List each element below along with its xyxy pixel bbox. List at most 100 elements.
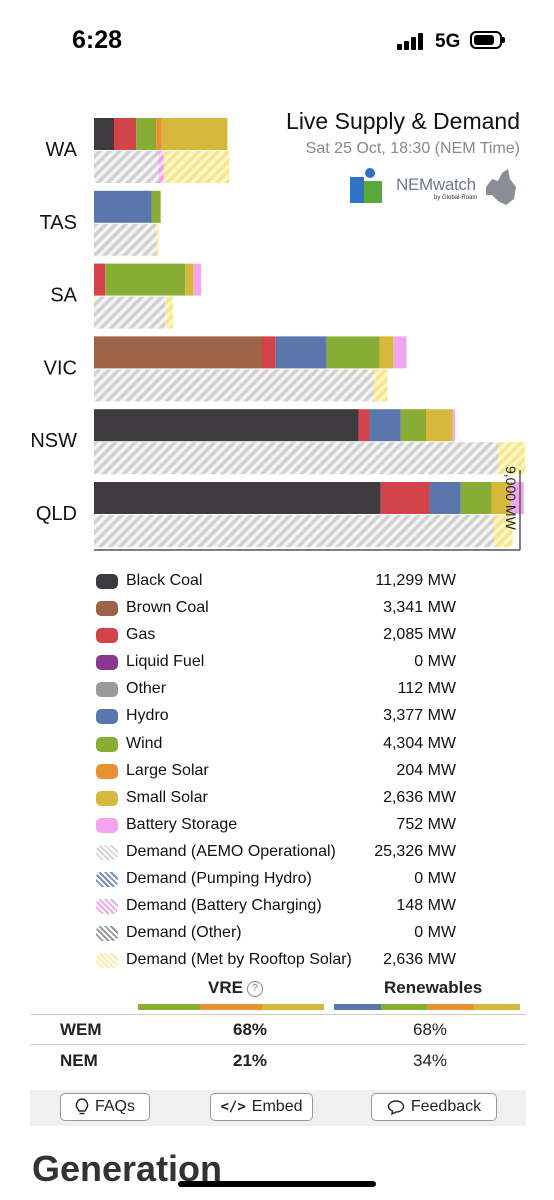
region-label-sa: SA (50, 285, 77, 307)
legend-swatch (96, 817, 118, 833)
faqs-label: FAQs (94, 1098, 135, 1115)
legend-value: 25,326 MW (374, 842, 456, 860)
legend-item[interactable]: Demand (Battery Charging) 148 MW (96, 895, 496, 922)
divider (30, 1014, 526, 1015)
supply-bar-tas (151, 190, 161, 223)
vre-label: VRE (208, 978, 243, 997)
legend-item[interactable]: Demand (Other) 0 MW (96, 922, 496, 949)
supply-bar-wa (156, 118, 162, 150)
legend-swatch (96, 790, 118, 806)
demand-bar-wa (94, 151, 159, 183)
supply-bar-sa (94, 263, 106, 296)
legend-value: 0 MW (414, 653, 456, 671)
vre-header: VRE? (208, 978, 328, 998)
home-indicator[interactable] (178, 1181, 376, 1187)
legend-name: Demand (Met by Rooftop Solar) (126, 951, 352, 969)
nemwatch-logo[interactable]: NEMwatch by Global-Roam (348, 163, 518, 213)
demand-bar-wa (158, 151, 164, 183)
demand-bar-vic (94, 369, 374, 402)
lightbulb-icon (75, 1098, 89, 1115)
supply-bar-nsw (426, 409, 453, 442)
supply-bar-wa (94, 118, 114, 150)
demand-bar-qld (494, 515, 513, 547)
legend-item[interactable]: Battery Storage 752 MW (96, 814, 496, 841)
faqs-button[interactable]: FAQs (60, 1093, 150, 1121)
legend-value: 2,085 MW (383, 626, 456, 644)
legend-item[interactable]: Demand (Met by Rooftop Solar) 2,636 MW (96, 949, 496, 976)
supply-bar-qld (460, 482, 492, 514)
supply-bar-nsw (369, 409, 401, 442)
supply-bar-vic (379, 336, 394, 369)
region-label-tas: TAS (40, 212, 77, 234)
legend-value: 0 MW (414, 870, 456, 888)
legend-item[interactable]: Large Solar 204 MW (96, 760, 496, 787)
legend-name: Black Coal (126, 572, 203, 589)
summary-vre-value: 21% (232, 1051, 268, 1070)
supply-bar-qld (380, 482, 430, 514)
feedback-label: Feedback (410, 1098, 482, 1115)
footer-toolbar: FAQs </> Embed Feedback (30, 1090, 526, 1126)
supply-bar-vic (94, 336, 262, 369)
legend-item[interactable]: Hydro 3,377 MW (96, 705, 496, 732)
legend-value: 11,299 MW (375, 572, 456, 589)
region-label-wa: WA (46, 139, 78, 161)
speech-bubble-icon (387, 1100, 405, 1115)
legend-swatch (96, 628, 118, 644)
legend-name: Other (126, 680, 167, 698)
legend-name: Large Solar (126, 761, 209, 779)
legend-name: Demand (Other) (126, 924, 242, 942)
legend-item[interactable]: Black Coal 11,299 MW (96, 570, 496, 597)
chart-legend: Black Coal 11,299 MW Brown Coal 3,341 MW Gas… (96, 570, 496, 976)
legend-item[interactable]: Demand (Pumping Hydro) 0 MW (96, 868, 496, 895)
legend-name: Liquid Fuel (126, 653, 205, 671)
help-icon[interactable]: ? (246, 981, 263, 997)
legend-name: Brown Coal (126, 599, 209, 617)
australia-map-icon (486, 169, 516, 205)
legend-item[interactable]: Small Solar 2,636 MW (96, 787, 496, 814)
demand-bar-qld (94, 515, 494, 547)
legend-value: 148 MW (396, 897, 456, 915)
legend-swatch (96, 899, 118, 915)
renewables-header: Renewables (384, 978, 483, 997)
supply-bar-vic (275, 336, 327, 369)
demand-bar-sa (165, 296, 174, 329)
code-icon: </> (220, 1099, 246, 1115)
vre-color-bar (138, 1004, 324, 1010)
legend-item[interactable]: Demand (AEMO Operational) 25,326 MW (96, 841, 496, 868)
legend-swatch (96, 682, 118, 698)
legend-swatch (96, 709, 118, 725)
legend-item[interactable]: Gas 2,085 MW (96, 624, 496, 651)
logo-text: NEMwatch (396, 175, 476, 194)
legend-item[interactable]: Liquid Fuel 0 MW (96, 651, 496, 678)
demand-bar-tas (94, 223, 157, 256)
legend-value: 752 MW (396, 815, 456, 833)
legend-item[interactable]: Brown Coal 3,341 MW (96, 597, 496, 624)
region-label-nsw: NSW (30, 430, 77, 452)
supply-bar-wa (161, 118, 228, 150)
legend-swatch (96, 601, 118, 617)
summary-renewables-value: 34% (412, 1051, 448, 1070)
battery-icon (470, 31, 505, 49)
legend-value: 204 MW (396, 761, 456, 779)
feedback-button[interactable]: Feedback (371, 1093, 497, 1121)
embed-label: Embed (251, 1098, 303, 1115)
status-time: 6:28 (72, 26, 123, 54)
legend-swatch (96, 926, 118, 942)
scale-label: 9,000 MW (503, 466, 519, 531)
embed-button[interactable]: </> Embed (210, 1093, 313, 1121)
supply-demand-chart: WA TAS SA VIC NSW QLD 9,000 MW (30, 118, 526, 551)
supply-bar-wa (136, 118, 157, 150)
summary-row-label: NEM (60, 1051, 98, 1070)
legend-value: 2,636 MW (383, 788, 456, 806)
supply-bar-sa (193, 263, 202, 296)
supply-bar-sa (185, 263, 194, 296)
legend-item[interactable]: Wind 4,304 MW (96, 733, 496, 760)
supply-bar-sa (105, 263, 186, 296)
region-label-qld: QLD (36, 503, 77, 525)
chart-title: Live Supply & Demand (286, 108, 520, 134)
legend-value: 3,377 MW (383, 707, 456, 725)
supply-bar-vic (393, 336, 407, 369)
legend-item[interactable]: Other 112 MW (96, 678, 496, 705)
legend-value: 0 MW (414, 924, 456, 942)
status-bar: 6:28 5G (0, 0, 554, 80)
